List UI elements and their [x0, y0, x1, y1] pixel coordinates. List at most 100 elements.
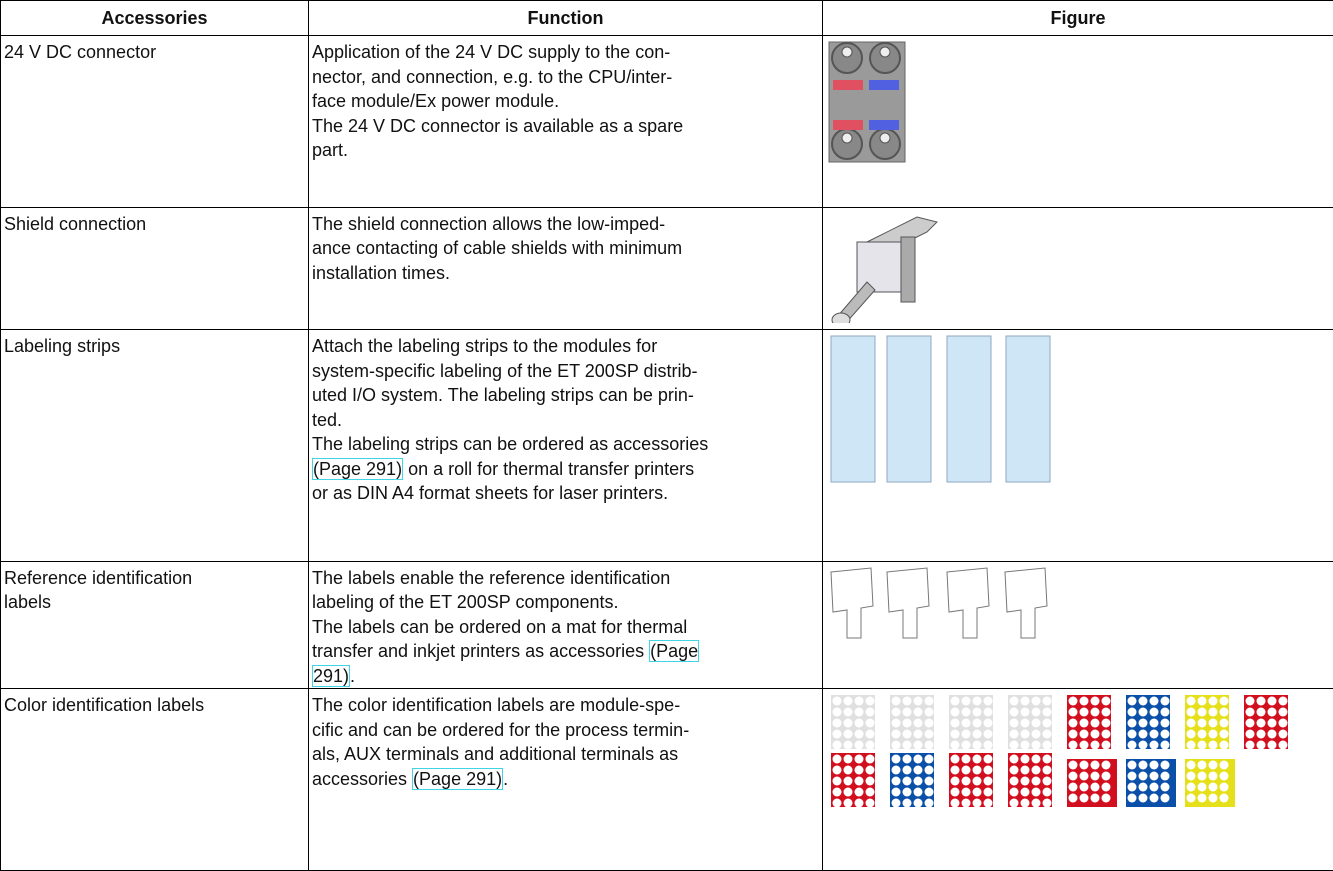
- label-dot: [1198, 719, 1207, 728]
- label-dot: [1161, 730, 1170, 739]
- label-dot: [1187, 783, 1196, 792]
- label-dot: [1021, 708, 1030, 717]
- label-dot: [914, 788, 923, 797]
- label-dot: [892, 788, 901, 797]
- label-dot: [855, 708, 864, 717]
- label-dot: [1021, 741, 1030, 750]
- label-dot: [1010, 708, 1019, 717]
- label-dot: [984, 755, 993, 764]
- label-dot: [866, 755, 875, 764]
- label-dot: [1198, 783, 1207, 792]
- label-dot: [1032, 788, 1041, 797]
- label-dot: [914, 755, 923, 764]
- label-dot: [1209, 761, 1218, 770]
- label-dot: [914, 730, 923, 739]
- page-link[interactable]: (Page 291): [412, 768, 503, 790]
- label-dot: [1187, 761, 1196, 770]
- label-dot: [1279, 697, 1288, 706]
- accessory-cell: 24 V DC connector: [1, 36, 309, 208]
- label-dot: [1257, 741, 1266, 750]
- page-link[interactable]: (Page 291): [312, 458, 403, 480]
- label-dot: [962, 697, 971, 706]
- clamp-back: [901, 237, 915, 302]
- figure-cell: [823, 36, 1333, 208]
- clamp-body: [857, 242, 901, 292]
- label-dot: [855, 766, 864, 775]
- label-dot: [1080, 697, 1089, 706]
- label-dot: [1032, 730, 1041, 739]
- label-dot: [1279, 719, 1288, 728]
- text-segment: .: [503, 769, 508, 789]
- label-dot: [1209, 772, 1218, 781]
- label-dot: [1069, 772, 1078, 781]
- pin-blue: [869, 120, 899, 130]
- label-dot: [973, 719, 982, 728]
- label-dot: [925, 788, 934, 797]
- label-dot: [1187, 708, 1196, 717]
- label-dot: [903, 788, 912, 797]
- label-dot: [1080, 741, 1089, 750]
- label-dot: [962, 755, 971, 764]
- page-link[interactable]: 291): [312, 665, 350, 687]
- label-dot: [951, 719, 960, 728]
- label-dot: [925, 799, 934, 808]
- label-dot: [833, 730, 842, 739]
- label-dot: [1220, 741, 1229, 750]
- label-dot: [1021, 755, 1030, 764]
- label-dot: [1080, 794, 1089, 803]
- accessory-cell: Labeling strips: [1, 330, 309, 562]
- label-dot: [1091, 783, 1100, 792]
- label-dot: [914, 766, 923, 775]
- label-dot: [1209, 794, 1218, 803]
- label-dot: [844, 741, 853, 750]
- label-dot: [1209, 697, 1218, 706]
- label-dot: [1043, 788, 1052, 797]
- label-dot: [833, 708, 842, 717]
- function-cell: The labels enable the reference identifi…: [309, 561, 823, 689]
- label-dot: [903, 719, 912, 728]
- page-link[interactable]: (Page: [649, 640, 699, 662]
- label-dot: [1268, 697, 1277, 706]
- label-dot: [1198, 794, 1207, 803]
- label-strip: [1006, 336, 1050, 482]
- label-dot: [1069, 719, 1078, 728]
- text-segment: on a roll for thermal transfer printers: [403, 459, 694, 479]
- label-dot: [1128, 783, 1137, 792]
- accessory-line: Reference identification: [4, 566, 305, 591]
- label-dot: [833, 719, 842, 728]
- function-line: 291).: [312, 664, 819, 689]
- label-dot: [903, 708, 912, 717]
- label-dot: [1032, 755, 1041, 764]
- label-dot: [951, 799, 960, 808]
- connector-screw: [842, 47, 852, 57]
- label-dot: [925, 777, 934, 786]
- label-dot: [866, 777, 875, 786]
- function-line: The labels enable the reference identifi…: [312, 566, 819, 591]
- label-dot: [973, 766, 982, 775]
- text-segment: accessories: [312, 769, 412, 789]
- label-dot: [1091, 708, 1100, 717]
- label-dot: [1128, 719, 1137, 728]
- label-dot: [1080, 708, 1089, 717]
- function-cell: Attach the labeling strips to the module…: [309, 330, 823, 562]
- label-dot: [973, 741, 982, 750]
- label-dot: [1128, 772, 1137, 781]
- label-strip: [831, 336, 875, 482]
- screw-head: [832, 313, 850, 323]
- label-dot: [1102, 730, 1111, 739]
- function-line: installation times.: [312, 261, 819, 286]
- label-dot: [903, 755, 912, 764]
- label-dot: [1150, 697, 1159, 706]
- label-dot: [855, 788, 864, 797]
- label-dot: [844, 730, 853, 739]
- figure-cell: [823, 207, 1333, 330]
- label-dot: [984, 697, 993, 706]
- label-dot: [1010, 697, 1019, 706]
- label-dot: [1220, 772, 1229, 781]
- label-dot: [892, 766, 901, 775]
- text-segment: transfer and inkjet printers as accessor…: [312, 641, 649, 661]
- figure: [827, 693, 1327, 863]
- label-dot: [1010, 755, 1019, 764]
- label-dot: [1091, 761, 1100, 770]
- label-dot: [833, 788, 842, 797]
